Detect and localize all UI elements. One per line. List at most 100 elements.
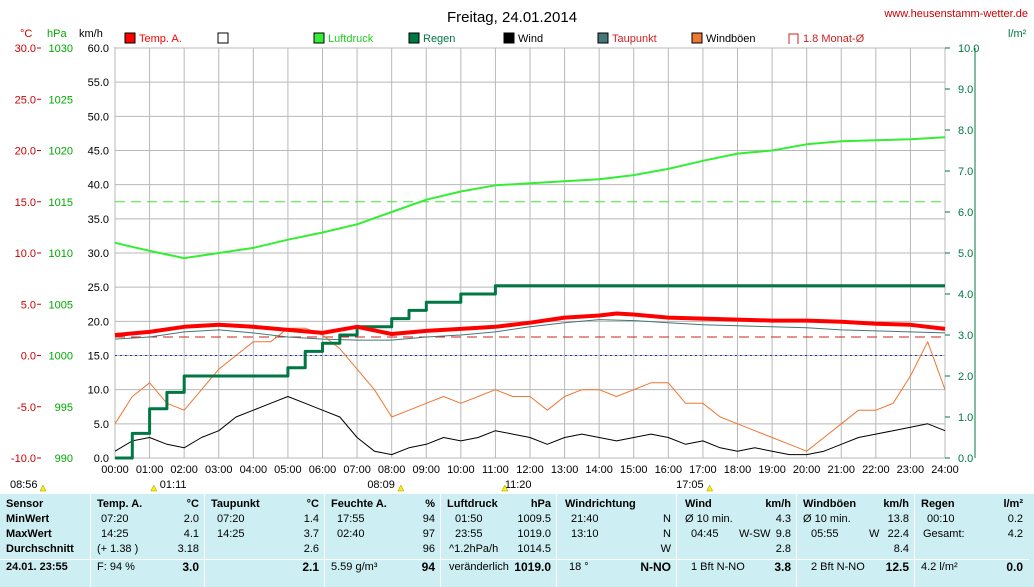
luftdruck-max: 1019.0	[517, 528, 551, 540]
hpa-tick-label: 1005	[49, 299, 73, 311]
weather-chart: Freitag, 24.01.2014 www.heusenstamm-wett…	[10, 8, 1028, 492]
temp-tick-label: 10.0	[15, 248, 36, 260]
x-tick-label: 09:00	[412, 464, 440, 476]
feuchte-min: 94	[422, 513, 435, 525]
rain-tick-label: 8.0	[958, 125, 973, 137]
taupunkt-current: 2.1	[302, 560, 319, 574]
series-regen	[115, 284, 945, 460]
wind-max-dir: W-SW	[739, 528, 771, 540]
legend-label: Wind	[518, 33, 543, 45]
temp-max: 4.1	[183, 528, 199, 540]
col-sensor: Sensor MinWert MaxWert Durchschnitt 24.0…	[0, 494, 90, 587]
regen-min-time: 00:10	[927, 513, 955, 525]
x-tick-label: 10:00	[447, 464, 475, 476]
x-tick-label: 12:00	[516, 464, 544, 476]
legend-swatch	[597, 32, 609, 44]
col-regen: Regen l/m² 00:10 0.2 Gesamt: 4.2 4.2 l/m² 0.…	[914, 494, 1029, 587]
feuchte-unit: %	[425, 498, 435, 510]
sensor-max: MaxWert	[6, 528, 52, 540]
kmh-tick-label: 25.0	[88, 282, 109, 294]
hpa-tick-label: 1015	[49, 197, 73, 209]
x-tick-label: 15:00	[620, 464, 648, 476]
sensor-avg: Durchschnitt	[6, 543, 74, 555]
kmh-axis-label: km/h	[79, 28, 103, 40]
col-windrichtung: Windrichtung 21:40 N 13:10 N W 18 ° N-NO	[556, 494, 677, 587]
regen-total: 4.2	[1007, 528, 1023, 540]
x-tick-label: 00:00	[101, 464, 129, 476]
col-windboeen: Windböen km/h Ø 10 min. 13.8 05:55 W 22.4 8.…	[796, 494, 915, 587]
rain-tick-label: 2.0	[958, 371, 973, 383]
legend-swatch	[788, 33, 799, 44]
series-lines	[114, 136, 946, 460]
hpa-tick-label: 990	[55, 453, 73, 465]
windboeen-avg10: 13.8	[887, 513, 909, 525]
hpa-tick-label: 1025	[49, 94, 73, 106]
temp-unit: °C	[186, 498, 199, 510]
luftdruck-header: Luftdruck	[447, 498, 498, 510]
x-tick-label: 06:00	[309, 464, 337, 476]
rain-tick-label: 6.0	[958, 207, 973, 219]
wind-avg-label: Ø 10 min.	[685, 513, 733, 525]
col-taupunkt: Taupunkt °C 07:20 1.4 14:25 3.7 2.6 2.1	[204, 494, 325, 587]
temp-tick-label: 25.0	[15, 94, 36, 106]
taupunkt-max: 3.7	[303, 528, 319, 540]
legend-label: Regen	[423, 33, 455, 45]
wind-bft: 1 Bft N-NO	[691, 561, 745, 573]
legend-label: Luftdruck	[328, 33, 374, 45]
temp-min: 2.0	[183, 513, 199, 525]
kmh-tick-label: 15.0	[88, 351, 109, 363]
hpa-tick-label: 1010	[49, 248, 73, 260]
temp-avg: 3.18	[177, 543, 199, 555]
feuchte-current: 94	[421, 560, 435, 574]
kmh-tick-label: 40.0	[88, 180, 109, 192]
rain-tick-label: 1.0	[958, 412, 973, 424]
windboeen-current: 12.5	[885, 560, 909, 574]
wind-current: 3.8	[774, 560, 791, 574]
marker-triangle	[706, 484, 714, 492]
marker-triangle	[501, 484, 509, 492]
windboeen-avg: 8.4	[893, 543, 909, 555]
legend-swatch	[691, 32, 703, 44]
hpa-tick-label: 1000	[49, 351, 73, 363]
marker-label: 08:56	[10, 479, 38, 491]
col-wind: Wind km/h Ø 10 min. 4.3 04:45 W-SW 9.8 2.8 1…	[676, 494, 797, 587]
luftdruck-avg: 1014.5	[517, 543, 551, 555]
wind-header: Wind	[685, 498, 712, 510]
rain-tick-label: 3.0	[958, 330, 973, 342]
marker-triangle	[150, 484, 158, 492]
feuchte-max: 97	[422, 528, 435, 540]
rain-tick-label: 4.0	[958, 289, 973, 301]
feuchte-max-time: 02:40	[337, 528, 365, 540]
temp-tick-label: -10.0	[11, 453, 36, 465]
luftdruck-min-time: 01:50	[455, 513, 483, 525]
hpa-tick-label: 1020	[49, 146, 73, 158]
taupunkt-min-time: 07:20	[217, 513, 245, 525]
regen-header: Regen	[921, 498, 955, 510]
marker-label: 01:11	[160, 479, 187, 491]
time-markers: 08:56 01:11 08:09 11:20 17:05	[10, 479, 714, 492]
marker-label: 08:09	[367, 479, 395, 491]
kmh-tick-label: 10.0	[88, 385, 109, 397]
temp-tick-label: -5.0	[17, 402, 36, 414]
kmh-tick-label: 45.0	[88, 146, 109, 158]
rain-tick-label: 0.0	[958, 453, 973, 465]
watermark: www.heusenstamm-wetter.de	[883, 8, 1028, 20]
legend-swatch	[408, 32, 420, 44]
wind-unit: km/h	[765, 498, 791, 510]
regen-unit: l/m²	[1003, 498, 1023, 510]
temp-tick-label: 0.0	[21, 351, 36, 363]
x-tick-label: 01:00	[136, 464, 164, 476]
x-tick-label: 05:00	[274, 464, 302, 476]
taupunkt-max-time: 14:25	[217, 528, 245, 540]
windboeen-bft: 2 Bft N-NO	[811, 561, 865, 573]
kmh-tick-label: 50.0	[88, 111, 109, 123]
legend-swatch	[313, 32, 325, 44]
col-feuchte: Feuchte A.% 17:55 94 02:40 97 96 5.59 g/m³…	[324, 494, 441, 587]
windrichtung-header: Windrichtung	[565, 498, 636, 510]
kmh-tick-label: 20.0	[88, 316, 109, 328]
x-tick-label: 23:00	[897, 464, 925, 476]
rain-tick-label: 10.0	[958, 43, 979, 55]
rain-tick-label: 5.0	[958, 248, 973, 260]
windrichtung-max-time: 13:10	[571, 528, 599, 540]
legend-swatch	[217, 32, 229, 44]
